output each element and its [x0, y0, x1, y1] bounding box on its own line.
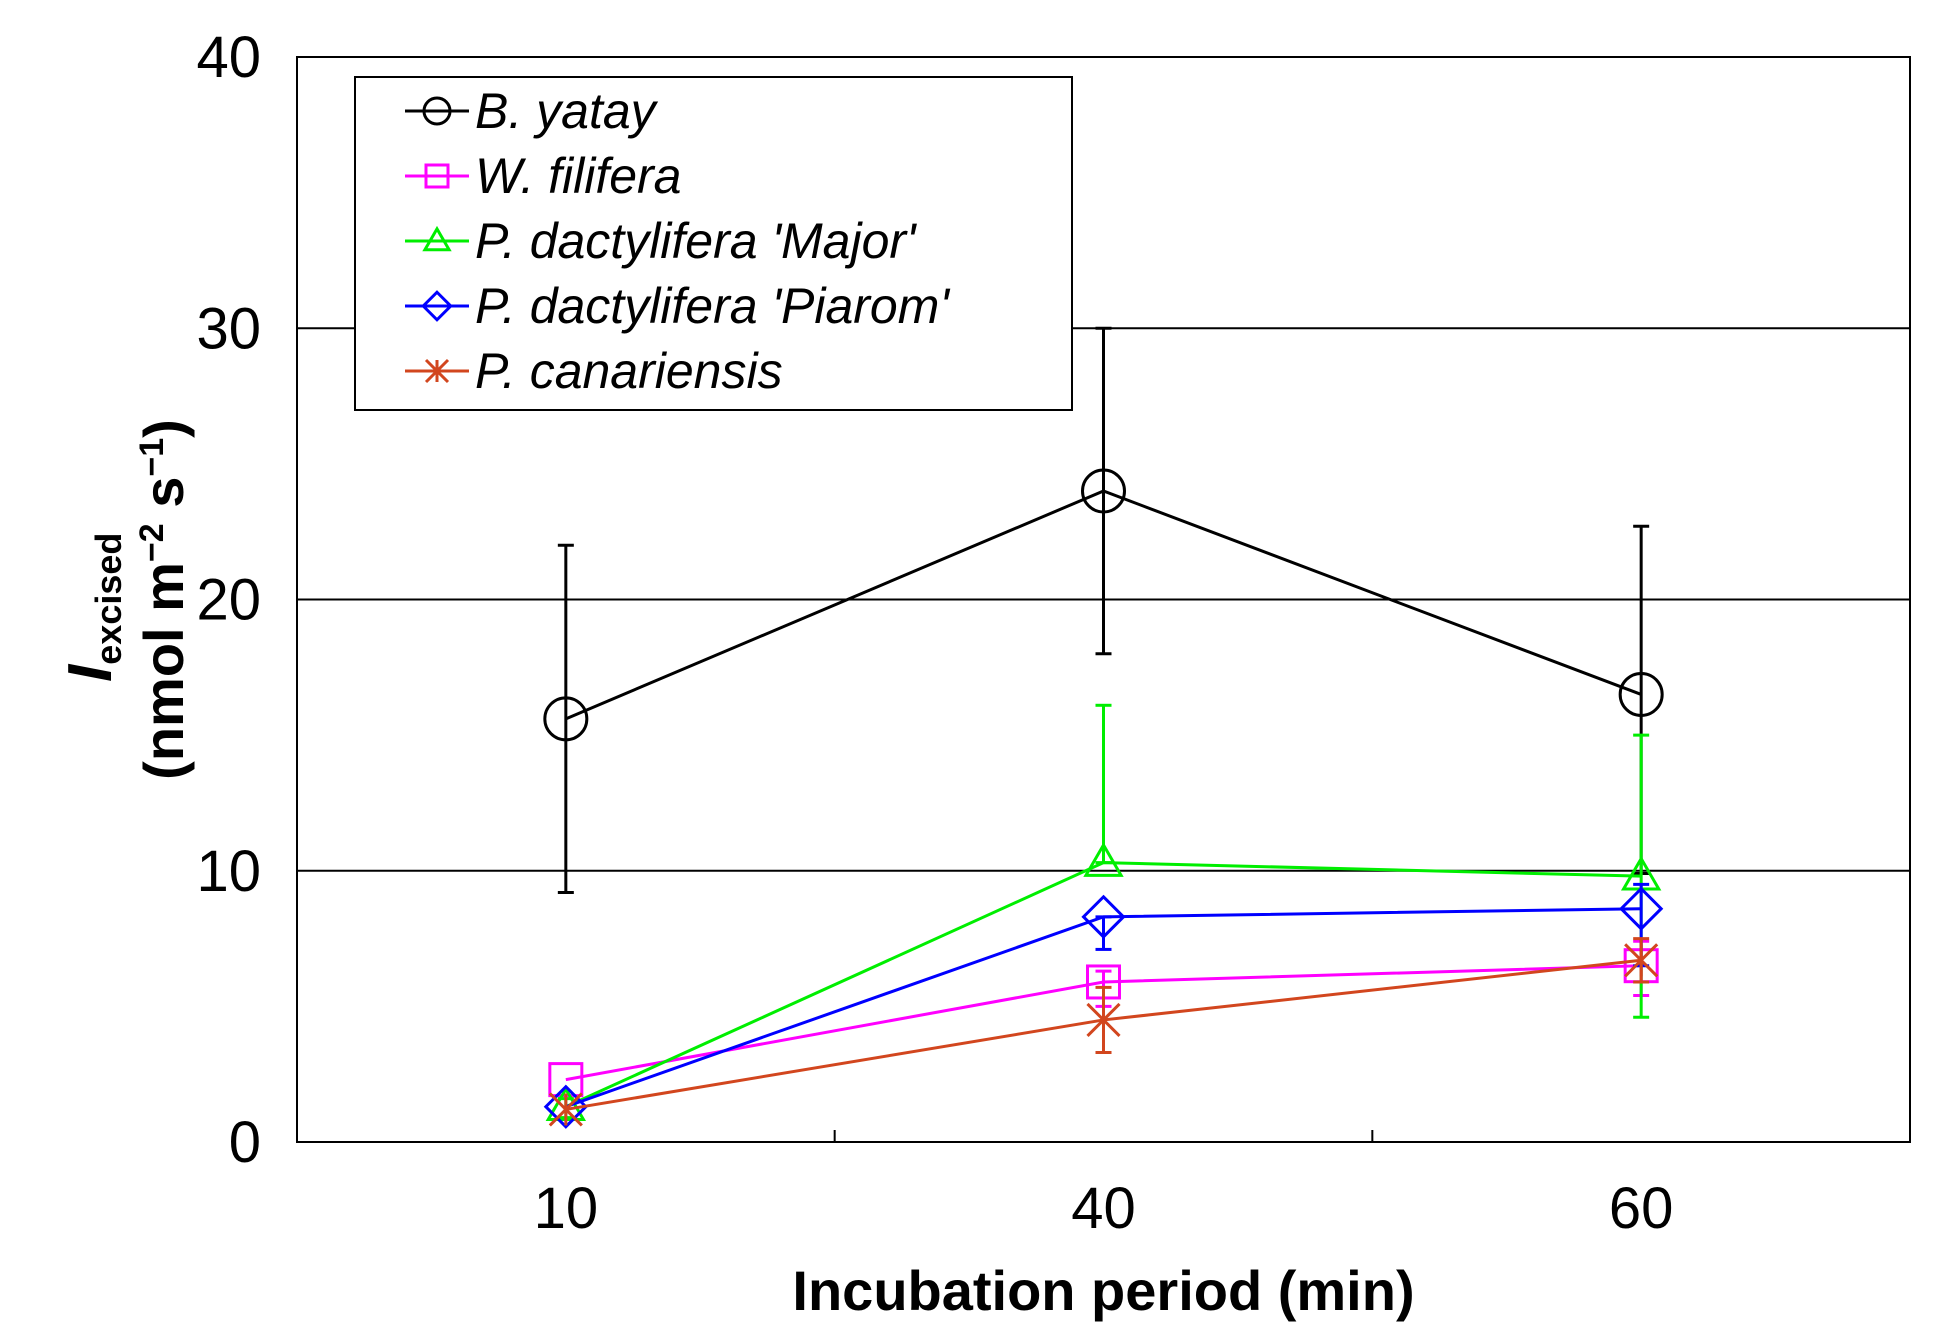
series-line-1	[565, 964, 1642, 1082]
x-axis-title: Incubation period (min)	[792, 1259, 1414, 1322]
legend: B. yatay W. filifera P. dactylifera 'Major…	[354, 76, 1073, 411]
data-point-4-0	[548, 1092, 583, 1127]
data-point-4-2	[1624, 943, 1659, 978]
data-point-3-0	[543, 1084, 588, 1129]
legend-marker-0	[422, 96, 452, 126]
legend-label-0: B. yatay	[475, 83, 659, 139]
y-axis-title-line2: (nmol m−2 s−1)	[132, 419, 195, 780]
axes: 0 10 20 30 40 10 40 60	[196, 25, 1673, 1241]
y-axis-units-mid: s	[132, 477, 195, 524]
y-axis-title: Iexcised (nmol m−2 s−1)	[56, 419, 195, 780]
legend-label-4: P. canariensis	[475, 343, 783, 399]
y-axis-units-exp1: −2	[133, 523, 171, 562]
data-point-4-1	[1086, 1002, 1121, 1037]
plot-area	[296, 56, 1911, 1143]
legend-label-1: W. filifera	[475, 148, 682, 204]
data-point-0-2	[1618, 671, 1664, 717]
legend-label-3: P. dactylifera 'Piarom'	[475, 278, 950, 334]
legend-marker-3	[421, 290, 453, 322]
legend-box	[354, 76, 1073, 411]
y-axis-units-exp2: −1	[133, 438, 171, 477]
y-axis-subscript: excised	[88, 533, 129, 665]
data-point-3-1	[1081, 894, 1126, 939]
legend-marker-2	[422, 225, 452, 252]
legend-label-2: P. dactylifera 'Major'	[475, 213, 917, 269]
data-point-3-2	[1619, 886, 1664, 931]
y-tick-label-30: 30	[196, 296, 261, 361]
y-axis-title-line1: Iexcised	[56, 517, 133, 682]
series-layer	[543, 326, 1664, 1129]
x-tick-label-10: 10	[534, 1176, 599, 1241]
x-tick-label-60: 60	[1609, 1176, 1674, 1241]
data-point-0-1	[1081, 468, 1126, 514]
series-line-0	[565, 489, 1642, 721]
y-axis-units-suffix: )	[132, 419, 195, 438]
y-tick-label-0: 0	[229, 1110, 261, 1175]
series-4	[548, 937, 1659, 1127]
x-tick-label-40: 40	[1071, 1176, 1136, 1241]
y-tick-label-20: 20	[196, 568, 261, 633]
y-tick-label-10: 10	[196, 839, 261, 904]
y-tick-label-40: 40	[196, 25, 261, 90]
series-line-2	[565, 861, 1642, 1109]
y-axis-symbol: I	[56, 663, 125, 682]
data-point-2-1	[1083, 842, 1124, 877]
legend-marker-1	[424, 163, 450, 189]
data-point-0-0	[543, 696, 589, 742]
series-line-3	[565, 907, 1642, 1109]
y-axis-units-prefix: (nmol m	[132, 562, 195, 780]
legend-marker-4	[424, 358, 450, 384]
